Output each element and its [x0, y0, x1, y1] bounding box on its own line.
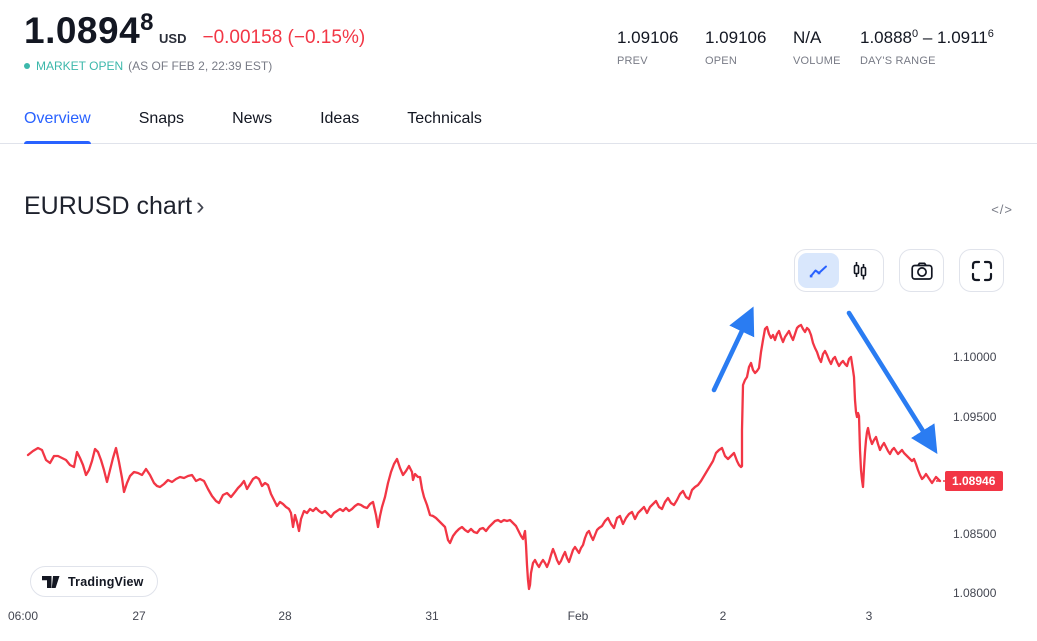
last-price-badge: 1.08946: [945, 471, 1004, 491]
chart-toolbar: [794, 249, 1004, 292]
fullscreen-button[interactable]: [959, 249, 1004, 292]
stat-open: 1.09106 OPEN: [705, 28, 767, 67]
tab-snaps[interactable]: Snaps: [138, 110, 185, 127]
line-chart-type-button[interactable]: [798, 253, 839, 288]
y-axis-label: 1.09500: [953, 410, 997, 424]
y-axis-label: 1.08000: [953, 586, 997, 600]
chart-type-switcher: [794, 249, 884, 292]
x-axis-label: 2: [719, 609, 727, 623]
y-axis-label: 1.08500: [953, 527, 997, 541]
x-axis-label: 31: [425, 609, 439, 623]
price-chart[interactable]: 1.10000 1.09500 1.09000 1.08500 1.08000 …: [0, 300, 1037, 641]
price-change: −0.00158 (−0.15%): [202, 27, 366, 48]
tab-ideas[interactable]: Ideas: [320, 110, 360, 127]
x-axis-label: 3: [865, 609, 873, 623]
fullscreen-icon: [971, 260, 992, 281]
tab-overview[interactable]: Overview: [24, 104, 91, 144]
y-axis-label: 1.10000: [953, 350, 997, 364]
stat-days-range: 1.08880 – 1.09116 DAY'S RANGE: [860, 28, 994, 67]
chart-canvas[interactable]: [0, 300, 1037, 641]
x-axis-label: Feb: [567, 609, 589, 623]
x-axis-label: 28: [278, 609, 292, 623]
tradingview-attribution-link[interactable]: TradingView: [30, 566, 158, 597]
tab-news[interactable]: News: [232, 110, 273, 127]
chevron-right-icon: ›: [196, 192, 205, 220]
as-of-time: (AS OF FEB 2, 22:39 EST): [128, 58, 273, 73]
quote-stats: 1.09106 PREV 1.09106 OPEN N/A VOLUME 1.0…: [617, 28, 994, 67]
x-axis-label: 06:00: [7, 609, 39, 623]
quote-summary: 1.08948 USD −0.00158 (−0.15%) MARKET OPE…: [24, 9, 366, 73]
x-axis-label: 27: [132, 609, 146, 623]
tab-bar: Overview Snaps News Ideas Technicals: [0, 104, 1037, 144]
last-price: 1.08948: [24, 9, 155, 51]
trend-arrow: [846, 310, 938, 455]
stat-volume: N/A VOLUME: [793, 28, 841, 67]
chart-title-link[interactable]: EURUSD chart ›: [24, 192, 205, 220]
tradingview-logo-text: TradingView: [68, 574, 144, 589]
tradingview-logo-icon: [42, 575, 60, 588]
candlestick-chart-type-button[interactable]: [839, 253, 880, 288]
line-chart-icon: [809, 265, 827, 277]
last-price-superscript: 8: [140, 9, 155, 36]
tab-technicals[interactable]: Technicals: [407, 110, 482, 127]
camera-icon: [910, 261, 933, 280]
market-status: MARKET OPEN: [36, 58, 124, 73]
code-embed-icon[interactable]: </>: [991, 202, 1013, 217]
trend-arrow: [711, 306, 755, 393]
currency-code: USD: [159, 31, 187, 46]
price-polyline: [26, 323, 942, 591]
market-status-dot-icon: [24, 62, 30, 69]
snapshot-camera-button[interactable]: [899, 249, 944, 292]
candlestick-icon: [853, 261, 866, 279]
stat-prev: 1.09106 PREV: [617, 28, 679, 67]
